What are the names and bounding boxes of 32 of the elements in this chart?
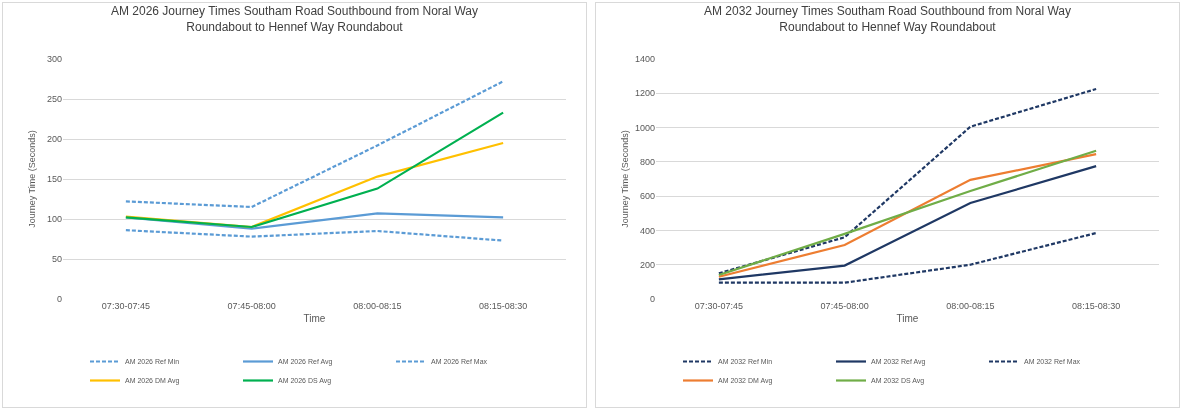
x-tick-label: 08:15-08:30 <box>1072 301 1121 311</box>
y-tick-label: 150 <box>46 174 62 185</box>
y-tick-label: 0 <box>56 294 62 305</box>
y-axis-title: Journey Time (Seconds) <box>620 130 630 228</box>
y-tick-label: 0 <box>649 294 655 305</box>
x-tick-label: 07:30-07:45 <box>101 301 150 311</box>
y-axis-title: Journey Time (Seconds) <box>27 130 37 228</box>
x-tick-label: 08:00-08:15 <box>353 301 402 311</box>
x-tick-label: 07:45-08:00 <box>227 301 276 311</box>
y-tick-label: 300 <box>46 54 62 65</box>
y-tick-label: 50 <box>51 254 62 265</box>
y-tick-label: 400 <box>639 225 655 236</box>
y-tick-label: 100 <box>46 214 62 225</box>
y-tick-label: 250 <box>46 94 62 105</box>
line-series <box>124 80 505 209</box>
y-tick-label: 1400 <box>634 54 655 65</box>
line-series <box>717 87 1098 275</box>
x-tick-label: 08:00-08:15 <box>946 301 995 311</box>
x-axis-title: Time <box>896 312 919 324</box>
y-tick-label: 600 <box>639 191 655 202</box>
x-tick-label: 07:30-07:45 <box>694 301 743 311</box>
line-series <box>124 111 505 229</box>
x-tick-label: 08:15-08:30 <box>479 301 528 311</box>
y-tick-label: 1200 <box>634 88 655 99</box>
y-tick-label: 200 <box>639 259 655 270</box>
y-tick-label: 800 <box>639 157 655 168</box>
y-tick-label: 200 <box>46 134 62 145</box>
x-axis-title: Time <box>303 312 326 324</box>
x-tick-label: 07:45-08:00 <box>820 301 869 311</box>
y-tick-label: 1000 <box>634 122 655 133</box>
chart-title: AM 2032 Journey Times Southam Road Southbound from Noral Way Roundabout to Hennef Way Roundabout <box>703 4 1072 34</box>
chart-title: AM 2026 Journey Times Southam Road Southbound from Noral Way Roundabout to Hennef Way Roundabout <box>110 4 479 34</box>
